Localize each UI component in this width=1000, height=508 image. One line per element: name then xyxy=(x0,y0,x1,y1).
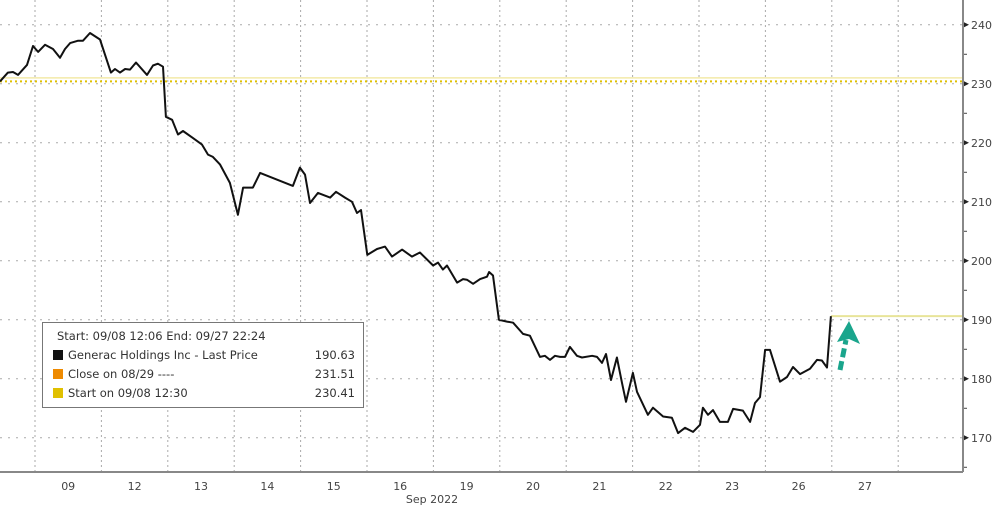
y-tick-label: 190 xyxy=(971,314,992,327)
x-tick-label: 27 xyxy=(858,480,872,493)
y-tick-label: 180 xyxy=(971,373,992,386)
legend-entry: Close on 08/29 ---- 231.51 xyxy=(53,366,355,382)
reference-lines xyxy=(0,77,963,318)
y-tick-label: 230 xyxy=(971,78,992,91)
x-tick-label: 26 xyxy=(792,480,806,493)
legend-entry: Generac Holdings Inc - Last Price 190.63 xyxy=(53,347,355,363)
x-tick-label: 21 xyxy=(592,480,606,493)
x-tick-label: 15 xyxy=(327,480,341,493)
legend-label: Start on 09/08 12:30 xyxy=(68,386,188,400)
y-tick-mark xyxy=(963,198,969,205)
y-tick-label: 210 xyxy=(971,196,992,209)
y-tick-mark xyxy=(963,316,969,323)
y-tick-mark xyxy=(963,21,969,28)
y-tick-label: 240 xyxy=(971,19,992,32)
y-tick-mark xyxy=(963,80,969,87)
legend-swatch xyxy=(53,369,63,379)
x-axis-label: Sep 2022 xyxy=(406,493,458,506)
y-tick-mark xyxy=(963,434,969,441)
x-tick-label: 19 xyxy=(460,480,474,493)
legend-header: Start: 09/08 12:06 End: 09/27 22:24 xyxy=(57,329,266,343)
x-tick-label: 13 xyxy=(194,480,208,493)
legend-swatch xyxy=(53,388,63,398)
x-tick-label: 23 xyxy=(725,480,739,493)
legend-value: 190.63 xyxy=(314,348,355,362)
legend-value: 230.41 xyxy=(314,386,355,400)
series-line-last-price xyxy=(0,32,832,435)
grid xyxy=(0,0,963,472)
y-tick-mark xyxy=(963,375,969,382)
x-tick-label: 20 xyxy=(526,480,540,493)
y-tick-mark xyxy=(963,257,969,264)
legend: Start: 09/08 12:06 End: 09/27 22:24 Gene… xyxy=(42,322,364,408)
y-tick-label: 200 xyxy=(971,255,992,268)
y-axis: 170 180 190 200 210 220 230 240 xyxy=(962,0,992,472)
legend-entry: Start on 09/08 12:30 230.41 xyxy=(53,385,355,401)
legend-label: Generac Holdings Inc - Last Price xyxy=(68,348,258,362)
y-tick-mark xyxy=(963,139,969,146)
x-axis: 09 12 13 14 15 16 19 20 21 22 23 26 27 xyxy=(0,471,963,493)
x-tick-label: 16 xyxy=(393,480,407,493)
legend-swatch xyxy=(53,350,63,360)
teal-arrow-icon xyxy=(837,321,860,371)
y-tick-label: 170 xyxy=(971,432,992,445)
x-tick-label: 09 xyxy=(61,480,75,493)
x-tick-label: 14 xyxy=(260,480,274,493)
x-tick-label: 12 xyxy=(128,480,142,493)
legend-value: 231.51 xyxy=(314,367,355,381)
x-tick-label: 22 xyxy=(659,480,673,493)
legend-label: Close on 08/29 ---- xyxy=(68,367,175,381)
y-tick-label: 220 xyxy=(971,137,992,150)
